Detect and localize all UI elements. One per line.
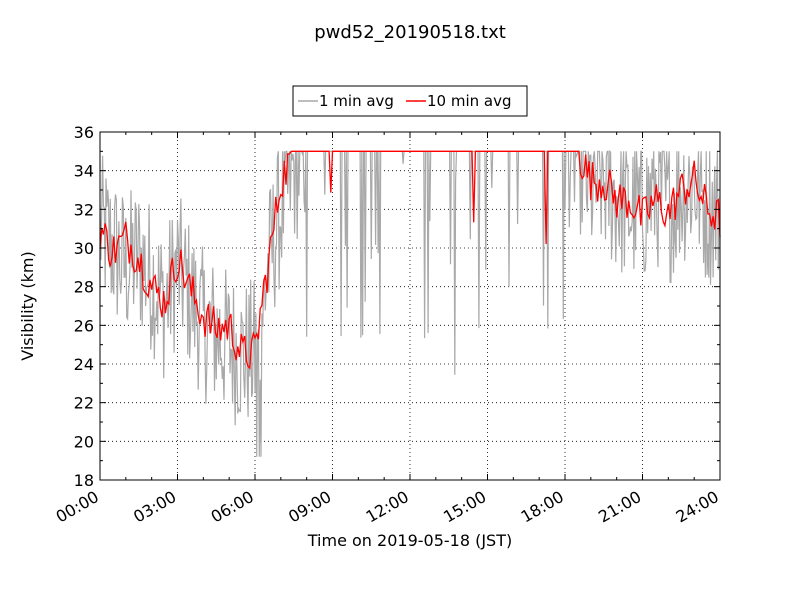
y-tick-label: 34 xyxy=(74,162,94,181)
legend-label-1min: 1 min avg xyxy=(319,92,394,110)
y-tick-label: 24 xyxy=(74,355,94,374)
y-tick-label: 32 xyxy=(74,200,94,219)
x-tick-label: 21:00 xyxy=(595,487,644,527)
chart-title: pwd52_20190518.txt xyxy=(314,22,506,43)
plot-series xyxy=(99,149,721,457)
x-tick-label: 00:00 xyxy=(53,487,102,527)
x-tick-label: 12:00 xyxy=(363,487,412,527)
x-tick-label: 18:00 xyxy=(518,487,567,527)
x-tick-label: 09:00 xyxy=(285,487,334,527)
legend-label-10min: 10 min avg xyxy=(427,92,512,110)
y-axis: 18 20 22 24 26 28 30 32 34 36 xyxy=(74,123,720,490)
y-tick-label: 18 xyxy=(74,471,94,490)
x-tick-label: 15:00 xyxy=(440,487,489,527)
y-tick-label: 22 xyxy=(74,394,94,413)
y-tick-label: 28 xyxy=(74,278,94,297)
x-axis-label: Time on 2019-05-18 (JST) xyxy=(307,531,512,550)
x-tick-label: 24:00 xyxy=(673,487,722,527)
x-tick-label: 06:00 xyxy=(208,487,257,527)
legend: 1 min avg 10 min avg xyxy=(292,85,528,117)
y-tick-label: 30 xyxy=(74,239,94,258)
y-axis-label: Visibility (km) xyxy=(18,251,37,360)
y-tick-label: 20 xyxy=(74,432,94,451)
x-tick-label: 03:00 xyxy=(130,487,179,527)
y-tick-label: 26 xyxy=(74,316,94,335)
series-line-10min-avg xyxy=(99,150,721,370)
y-tick-label: 36 xyxy=(74,123,94,142)
